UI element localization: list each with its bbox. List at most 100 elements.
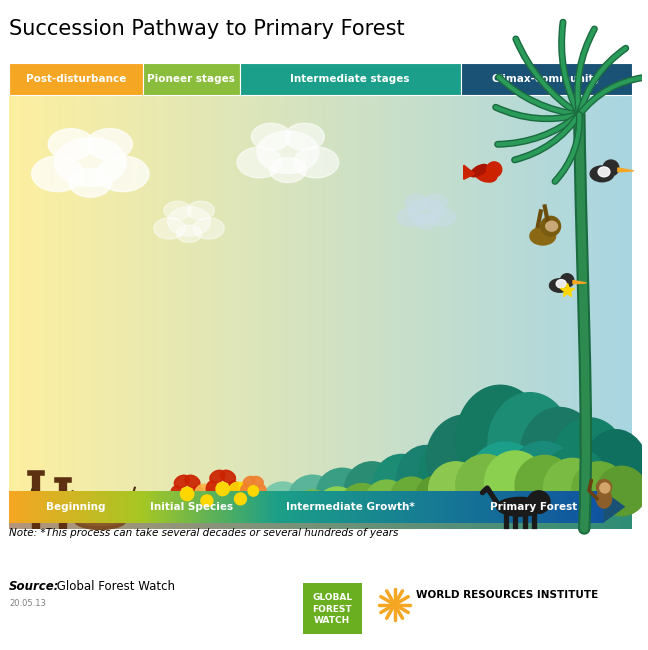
Bar (314, 491, 316, 523)
Bar (227, 491, 230, 528)
Text: Post-disturbance: Post-disturbance (26, 74, 126, 84)
Bar (522, 95, 524, 491)
Bar (485, 491, 489, 528)
Bar (219, 491, 221, 523)
Bar (336, 491, 339, 528)
Ellipse shape (316, 468, 368, 517)
Bar (78, 491, 80, 523)
Bar (376, 491, 380, 528)
Bar (526, 491, 528, 523)
Ellipse shape (250, 498, 276, 519)
Bar (573, 95, 575, 491)
Bar (227, 95, 229, 491)
Bar (221, 491, 224, 523)
Bar (165, 491, 168, 528)
Bar (323, 95, 325, 491)
Bar (378, 491, 380, 523)
Bar (487, 491, 489, 523)
Bar (432, 95, 435, 491)
Bar (368, 491, 370, 523)
Bar (55, 95, 57, 491)
Bar (623, 95, 625, 491)
Bar (561, 95, 563, 491)
Bar (559, 95, 561, 491)
Circle shape (201, 495, 213, 507)
Bar (196, 95, 198, 491)
Bar (51, 491, 53, 523)
Bar (610, 491, 613, 528)
Bar (590, 491, 592, 523)
Bar (264, 491, 268, 528)
Bar (354, 491, 356, 523)
Bar (494, 491, 496, 523)
Circle shape (541, 216, 561, 236)
Ellipse shape (470, 164, 488, 177)
Bar (233, 491, 237, 528)
Bar (318, 95, 321, 491)
Bar (364, 491, 367, 528)
Polygon shape (604, 491, 625, 523)
Bar (570, 491, 572, 523)
Bar (302, 491, 305, 528)
Bar (549, 95, 551, 491)
Bar (423, 491, 426, 528)
Bar (367, 491, 370, 528)
Bar (290, 491, 293, 523)
Bar (115, 491, 118, 528)
Bar (398, 491, 400, 523)
Ellipse shape (131, 500, 159, 521)
Bar (479, 491, 481, 523)
Bar (603, 95, 605, 491)
Ellipse shape (240, 485, 249, 497)
Bar (31, 491, 33, 523)
Bar (494, 95, 497, 491)
Bar (134, 491, 136, 523)
Bar (39, 491, 41, 523)
Bar (78, 491, 81, 528)
Ellipse shape (572, 462, 626, 516)
Bar (547, 95, 549, 491)
Bar (399, 95, 401, 491)
Bar (49, 95, 51, 491)
Bar (305, 491, 307, 523)
Ellipse shape (416, 476, 456, 514)
Text: Succession Pathway to Primary Forest: Succession Pathway to Primary Forest (9, 19, 405, 39)
Bar (393, 491, 396, 523)
Bar (568, 491, 570, 523)
Bar (535, 491, 537, 523)
Bar (211, 491, 213, 523)
Ellipse shape (541, 447, 608, 515)
Bar (408, 491, 410, 523)
Bar (602, 491, 604, 523)
Bar (430, 491, 432, 523)
Bar (551, 95, 553, 491)
Bar (575, 491, 579, 528)
Bar (385, 95, 387, 491)
Bar (408, 95, 410, 491)
Bar (252, 491, 255, 528)
Bar (67, 95, 69, 491)
Bar (473, 491, 476, 528)
Bar (511, 491, 513, 523)
Bar (259, 491, 261, 523)
Bar (149, 491, 152, 528)
Circle shape (603, 160, 619, 176)
Bar (22, 95, 24, 491)
Bar (51, 95, 53, 491)
Bar (396, 491, 398, 523)
Circle shape (527, 491, 550, 514)
Bar (84, 491, 87, 528)
Ellipse shape (373, 454, 430, 515)
Bar (292, 95, 294, 491)
Bar (336, 491, 338, 523)
Bar (75, 491, 78, 528)
Bar (246, 491, 249, 528)
Bar (463, 491, 465, 523)
Bar (213, 95, 214, 491)
Ellipse shape (485, 451, 546, 515)
Bar (53, 491, 55, 523)
Bar (449, 491, 451, 523)
Bar (513, 491, 515, 523)
Bar (205, 491, 209, 528)
Bar (314, 491, 318, 528)
